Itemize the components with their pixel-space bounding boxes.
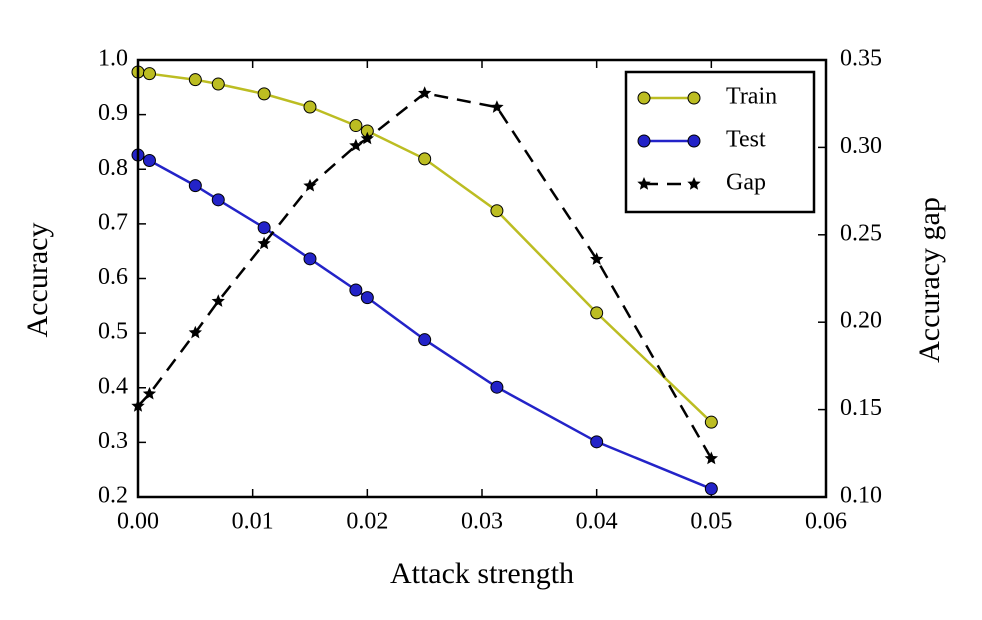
legend-marker	[687, 91, 701, 105]
data-point	[590, 252, 604, 265]
x-tick-label: 0.01	[232, 509, 274, 535]
data-point	[418, 86, 432, 99]
x-tick-label: 0.06	[805, 509, 847, 535]
data-point	[303, 178, 317, 192]
y-tick-label: 0.4	[98, 373, 128, 399]
data-point	[349, 283, 363, 297]
legend-marker	[637, 91, 651, 105]
data-point	[142, 154, 156, 168]
legend-label: Test	[726, 127, 766, 153]
data-point	[704, 451, 718, 465]
y2-tick-label: 0.35	[840, 46, 882, 72]
data-point	[142, 386, 157, 400]
series-line	[137, 91, 713, 460]
legend-marker	[687, 177, 701, 190]
series-line	[137, 70, 713, 424]
legend-label: Gap	[726, 170, 766, 196]
data-point	[590, 435, 604, 449]
x-tick-label: 0.04	[576, 509, 618, 535]
data-point	[349, 138, 363, 152]
y2-axis-title: Accuracy gap	[913, 197, 946, 363]
data-point	[211, 77, 225, 91]
y-tick-label: 0.5	[98, 319, 128, 345]
y-tick-label: 0.6	[98, 264, 128, 290]
data-point	[257, 221, 271, 235]
data-point	[257, 87, 271, 101]
x-axis-title: Attack strength	[390, 557, 574, 590]
legend-marker	[637, 177, 651, 190]
plot-frame	[136, 58, 828, 499]
y-tick-label: 1.0	[98, 46, 128, 72]
data-point	[142, 67, 156, 81]
y-tick-label: 0.9	[98, 100, 128, 126]
data-point	[211, 193, 225, 207]
data-point	[188, 73, 202, 87]
y-tick-label: 0.8	[98, 155, 128, 181]
y-tick-label: 0.2	[98, 483, 128, 509]
data-point	[704, 482, 718, 496]
legend: Train Test Gap	[624, 70, 816, 214]
data-point	[188, 179, 202, 193]
y2-tick-label: 0.30	[840, 133, 882, 159]
x-tick-label: 0.05	[690, 509, 732, 535]
data-point	[360, 291, 374, 305]
data-point	[590, 306, 604, 320]
data-point	[360, 131, 374, 145]
x-tick-label: 0.00	[117, 509, 159, 535]
data-point	[303, 252, 317, 266]
series-line	[137, 153, 712, 490]
data-point	[418, 333, 432, 347]
data-point	[188, 325, 202, 339]
data-point	[490, 204, 504, 218]
legend-marker	[637, 134, 651, 148]
legend-marker	[687, 134, 701, 148]
data-point	[303, 100, 317, 114]
data-point	[490, 380, 504, 394]
y-axis-title: Accuracy	[21, 223, 54, 338]
y2-tick-label: 0.25	[840, 220, 882, 246]
data-point	[704, 415, 718, 429]
data-point	[211, 294, 225, 307]
data-point	[418, 152, 432, 166]
x-tick-label: 0.03	[461, 509, 503, 535]
y2-tick-label: 0.20	[840, 308, 882, 334]
y-tick-label: 0.7	[98, 209, 128, 235]
x-tick-label: 0.02	[346, 509, 388, 535]
data-point	[490, 100, 504, 113]
y-tick-label: 0.3	[98, 428, 128, 454]
y2-tick-label: 0.15	[840, 395, 882, 421]
y2-tick-label: 0.10	[840, 483, 882, 509]
data-point	[349, 119, 363, 133]
data-point	[257, 236, 271, 250]
legend-label: Train	[726, 84, 777, 110]
